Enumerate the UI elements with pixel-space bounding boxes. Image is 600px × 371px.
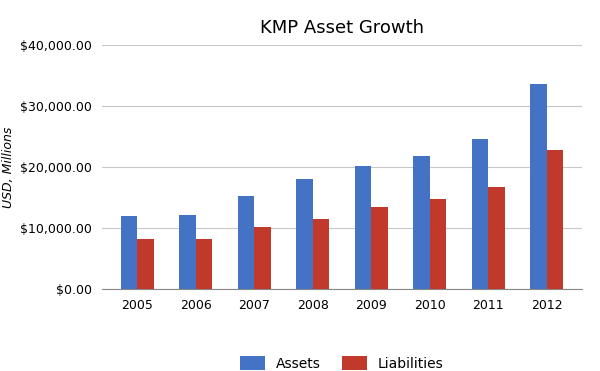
Legend: Assets, Liabilities: Assets, Liabilities [235,350,449,371]
Bar [472,139,488,289]
Y-axis label: USD, Millions: USD, Millions [2,126,15,208]
Bar [254,227,271,289]
Bar [238,196,254,289]
Bar [371,207,388,289]
Bar [355,166,371,289]
Bar [313,219,329,289]
Bar [137,239,154,289]
Bar [121,216,137,289]
Bar [430,199,446,289]
Bar [547,150,563,289]
Bar [488,187,505,289]
Bar [530,84,547,289]
Bar [413,156,430,289]
Bar [179,215,196,289]
Bar [296,179,313,289]
Title: KMP Asset Growth: KMP Asset Growth [260,19,424,37]
Bar [196,239,212,289]
